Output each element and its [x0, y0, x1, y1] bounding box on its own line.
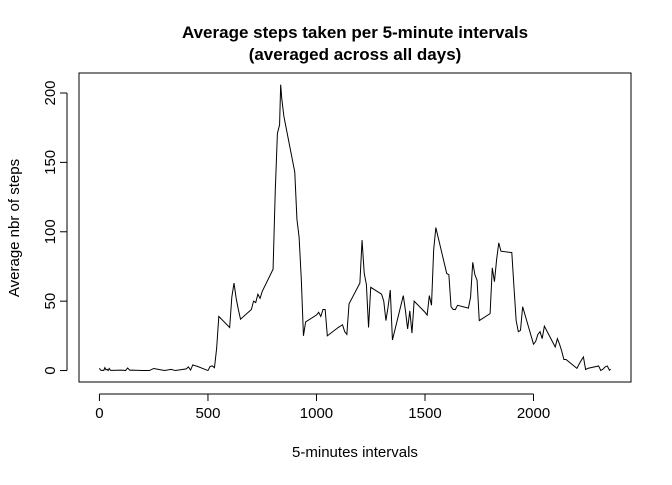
y-tick-label: 50 [42, 293, 59, 310]
x-tick-label: 1000 [300, 405, 333, 422]
chart-title: Average steps taken per 5-minute interva… [182, 23, 528, 42]
x-axis-label: 5-minutes intervals [292, 444, 418, 461]
y-tick-label: 150 [42, 150, 59, 175]
y-tick-label: 0 [42, 366, 59, 374]
y-tick-label: 100 [42, 219, 59, 244]
x-tick-label: 1500 [408, 405, 441, 422]
plot-box [78, 72, 632, 383]
data-line [99, 84, 611, 372]
y-axis-label: Average nbr of steps [6, 159, 23, 297]
x-tick-label: 0 [95, 405, 103, 422]
chart-subtitle: (averaged across all days) [249, 45, 462, 64]
y-tick-label: 200 [42, 80, 59, 105]
x-tick-label: 2000 [517, 405, 550, 422]
x-tick-label: 500 [195, 405, 220, 422]
